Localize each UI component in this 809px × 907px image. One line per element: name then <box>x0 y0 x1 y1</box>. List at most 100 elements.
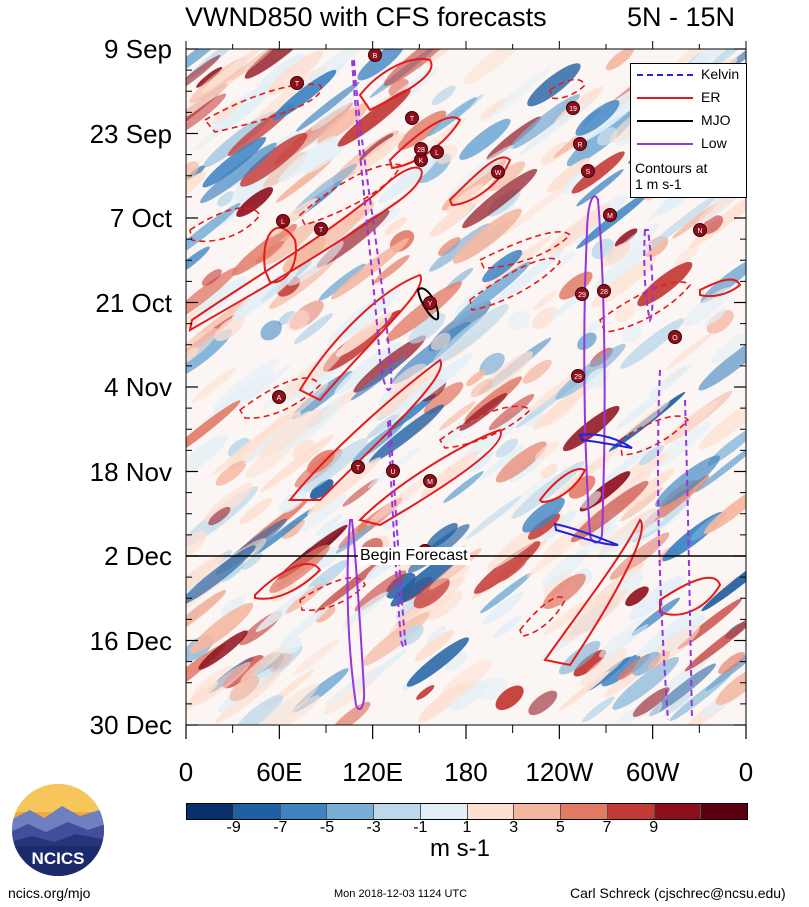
anomaly-negative <box>293 313 334 345</box>
storm-marker: N <box>693 223 707 237</box>
colorbar <box>186 803 748 820</box>
anomaly-positive <box>198 630 248 670</box>
anomaly-negative <box>200 142 277 204</box>
storm-marker: T <box>351 460 365 474</box>
anomaly-positive <box>240 132 308 187</box>
anomaly-negative <box>700 258 746 304</box>
anomaly-negative <box>522 497 565 533</box>
anomaly-negative <box>203 111 275 168</box>
anomaly-negative <box>616 391 664 429</box>
anomaly-negative <box>388 393 436 432</box>
er-contour-negative <box>299 577 366 612</box>
er-contour <box>358 428 502 527</box>
anomaly-positive <box>414 629 455 662</box>
anomaly-positive <box>191 367 237 403</box>
anomaly-negative <box>277 310 295 326</box>
anomaly-positive <box>528 690 558 716</box>
anomaly-negative <box>309 479 334 500</box>
anomaly-negative <box>704 308 727 326</box>
er-contour <box>298 273 423 402</box>
y-tick-label: 7 Oct <box>109 203 172 233</box>
anomaly-positive <box>462 168 538 229</box>
er-contour <box>254 563 322 600</box>
anomaly-negative <box>555 343 626 400</box>
storm-marker-label: L <box>281 219 285 226</box>
anomaly-negative <box>279 605 331 646</box>
anomaly-negative <box>555 251 576 268</box>
storm-marker-label: 28 <box>600 289 608 296</box>
legend-mjo-label: MJO <box>701 112 731 128</box>
x-tick-label: 0 <box>738 757 754 787</box>
anomaly-negative <box>449 680 487 712</box>
er-contour <box>699 278 742 298</box>
storm-marker: T <box>290 76 304 90</box>
x-tick-label: 120E <box>342 757 404 787</box>
legend-er-swatch <box>637 97 693 99</box>
anomaly-positive <box>542 573 586 609</box>
y-tick-label: 4 Nov <box>104 372 172 402</box>
anomaly-negative <box>620 318 684 369</box>
storm-marker: M <box>603 208 617 222</box>
legend-er-label: ER <box>701 89 721 105</box>
er-contour-negative <box>549 78 586 100</box>
legend-kelvin-label: Kelvin <box>701 66 740 82</box>
anomaly-positive <box>353 335 426 393</box>
anomaly-positive <box>542 572 572 597</box>
anomaly-negative <box>644 193 720 252</box>
anomaly-positive <box>531 307 558 330</box>
anomaly-negative <box>508 310 531 331</box>
legend-kelvin: Kelvin <box>631 66 746 84</box>
anomaly-positive <box>244 49 315 79</box>
anomaly-positive <box>463 49 525 85</box>
anomaly-negative <box>632 651 661 676</box>
footer-author: Carl Schreck (cjschrec@ncsu.edu) <box>570 885 786 901</box>
storm-marker: B <box>368 49 382 62</box>
legend-low-swatch <box>637 143 693 145</box>
er-contour-negative <box>203 83 322 133</box>
er-contour <box>358 58 433 112</box>
anomaly-negative <box>664 692 693 715</box>
low-contour <box>350 59 393 391</box>
anomaly-positive <box>354 570 407 612</box>
low-contour <box>657 369 693 721</box>
anomaly-negative <box>629 575 685 621</box>
anomaly-negative <box>408 312 446 344</box>
anomaly-negative <box>235 694 284 725</box>
anomaly-positive <box>285 583 324 614</box>
anomaly-negative <box>241 552 263 570</box>
anomaly-negative <box>186 329 233 380</box>
storm-marker: L <box>430 145 444 159</box>
storm-marker-label: T <box>319 227 324 234</box>
anomaly-negative <box>597 510 661 560</box>
anomaly-positive <box>445 183 484 214</box>
anomaly-negative <box>599 617 649 658</box>
anomaly-negative <box>577 332 597 351</box>
anomaly-positive <box>305 209 366 257</box>
storm-marker-label: S <box>586 169 591 176</box>
storm-marker: 28 <box>414 142 428 156</box>
anomaly-positive <box>269 651 294 672</box>
anomaly-negative <box>602 441 656 484</box>
anomaly-positive <box>559 271 593 300</box>
anomaly-positive <box>255 240 285 265</box>
er-contour-negative <box>189 207 261 242</box>
anomaly-positive <box>385 281 463 342</box>
storm-marker: A <box>272 390 286 404</box>
anomaly-negative <box>406 637 469 687</box>
anomaly-negative <box>682 287 732 327</box>
er-contour <box>263 226 297 284</box>
anomaly-positive <box>674 245 698 266</box>
er-contour-negative <box>438 405 532 449</box>
anomaly-positive <box>361 612 430 667</box>
anomaly-positive <box>684 613 746 672</box>
er-contour-negative <box>299 163 401 226</box>
anomaly-positive <box>211 100 242 125</box>
er-contour-negative <box>519 596 566 637</box>
y-tick-label: 2 Dec <box>104 541 172 571</box>
anomaly-positive <box>214 315 245 342</box>
anomaly-negative <box>431 85 456 106</box>
anomaly-negative <box>493 615 523 638</box>
colorbar-swatch <box>420 804 468 819</box>
anomaly-positive <box>573 649 607 677</box>
anomaly-negative <box>580 491 602 509</box>
